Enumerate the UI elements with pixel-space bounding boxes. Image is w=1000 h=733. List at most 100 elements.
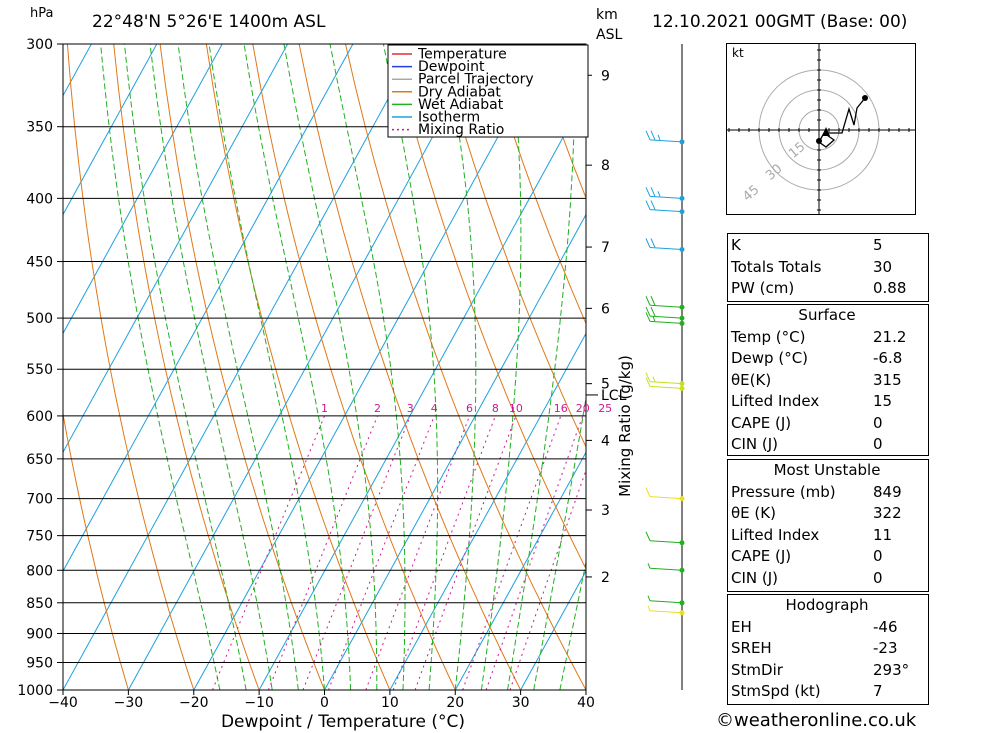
surface-dewp-label: Dewp (°C) (731, 349, 809, 367)
most-unstable-title: Most Unstable (773, 461, 881, 479)
wind-barb-flag (645, 372, 651, 382)
wet-adiabat-line (443, 44, 477, 690)
wind-barb-staff (649, 195, 683, 199)
copyright-symbol: © (716, 710, 734, 731)
legend-entry: Wet Adiabat (418, 97, 504, 113)
wind-barb-half-flag (652, 316, 656, 322)
mixing-ratio-line (462, 415, 562, 690)
pressure-tick-label: 1000 (17, 683, 53, 699)
isotherm-line (63, 44, 354, 573)
index-box-most-unstable (727, 459, 929, 592)
surface-thetae-value: 315 (873, 370, 902, 389)
wet-adiabat-line (507, 44, 576, 690)
height-unit-label-asl: ASL (596, 27, 623, 43)
mu-cape-value: 0 (873, 547, 883, 565)
wind-barb-half-flag (657, 134, 661, 141)
wind-barb-flag (645, 487, 651, 497)
wind-barb (645, 130, 685, 145)
pw-label: PW (cm) (731, 279, 795, 297)
wind-barb-staff (649, 496, 683, 500)
temperature-tick-label: 40 (577, 695, 595, 711)
mixing-ratio-label: 1 (321, 402, 328, 415)
pressure-tick-label: 800 (26, 563, 53, 579)
wind-barb-flag (645, 296, 651, 306)
index-table-hodograph: Hodograph EH -46 SREH -23 StmDir 293° StmSp… (727, 595, 927, 703)
wind-barb-flag (650, 200, 656, 210)
wind-barb-staff (649, 610, 683, 614)
wind-barb (645, 531, 685, 546)
temperature-tick-label: 30 (512, 695, 530, 711)
eh-label: EH (731, 617, 752, 636)
mixing-ratio-label: 8 (492, 402, 499, 415)
totals-totals-label: Totals Totals (731, 257, 822, 276)
wind-barb-staff (649, 567, 683, 571)
wind-barb (647, 563, 685, 573)
pressure-tick-label: 550 (26, 362, 53, 378)
wind-barb (645, 296, 685, 310)
mixing-ratio-line (212, 415, 325, 690)
stmdir-label: StmDir (731, 660, 783, 679)
pressure-tick-label: 300 (26, 37, 53, 53)
surface-cape-label: CAPE (J) (731, 413, 792, 432)
mu-pressure-label: Pressure (mb) (731, 482, 836, 501)
dry-adiabat-line (484, 44, 586, 325)
dry-adiabat-line (298, 44, 522, 690)
pressure-tick-label: 450 (26, 255, 53, 271)
hodograph: kt 15 30 45 (726, 43, 916, 215)
pressure-tick-label: 400 (26, 191, 53, 207)
wind-barb-staff (649, 209, 683, 213)
wind-barb (647, 605, 685, 616)
surface-cin-value: 0 (873, 435, 883, 453)
hodograph-unit-label: kt (732, 46, 744, 60)
height-unit-label: km (596, 7, 618, 23)
isotherm-line (63, 44, 419, 690)
wind-barb-flag (645, 377, 651, 387)
temperature-tick-label: −30 (114, 695, 144, 711)
legend-entry: Dry Adiabat (418, 84, 501, 100)
height-tick-label: 9 (601, 68, 610, 84)
mixing-ratio-label: 6 (466, 402, 473, 415)
stmspd-label: StmSpd (kt) (731, 682, 821, 700)
wind-barb-flag (650, 130, 656, 141)
legend-entry: Temperature (417, 47, 507, 63)
mu-lifted-index-value: 11 (873, 525, 893, 544)
sreh-label: SREH (731, 639, 772, 657)
wind-barb-flag (650, 306, 656, 317)
wind-barb (647, 595, 685, 606)
height-tick-label: 2 (601, 570, 610, 586)
wind-barb-half-flag (647, 563, 651, 569)
pressure-tick-label: 350 (26, 120, 53, 136)
mixing-ratio-line (267, 415, 378, 690)
pressure-tick-label: 900 (26, 626, 53, 642)
k-index-label: K (731, 236, 741, 254)
wind-barb (645, 238, 685, 252)
datetime-title: 12.10.2021 00GMT (Base: 00) (652, 12, 908, 32)
mixing-ratio-label: 10 (509, 402, 523, 415)
wind-barb-staff (649, 381, 683, 385)
mixing-ratio-label: 2 (374, 402, 381, 415)
mu-cin-value: 0 (873, 568, 883, 587)
mixing-ratio-label: 16 (554, 402, 568, 415)
mixing-ratio-line (302, 415, 411, 690)
height-tick-label: 8 (601, 158, 610, 174)
site-name: weatheronline.co.uk (734, 710, 917, 731)
pw-value: 0.88 (873, 279, 907, 297)
dry-adiabat-line (994, 44, 1000, 690)
height-tick-label: 7 (601, 240, 610, 256)
lcl-label: LCL (601, 388, 627, 404)
surface-dewp-value: -6.8 (873, 349, 903, 367)
temperature-tick-label: −40 (48, 695, 78, 711)
wet-adiabat-line (177, 44, 299, 690)
isotherm-line (454, 451, 586, 690)
eh-value: -46 (873, 617, 898, 636)
wind-barb-staff (649, 540, 683, 544)
index-box-hodograph (727, 594, 929, 705)
wet-adiabat-line (329, 44, 406, 690)
legend-entry: Parcel Trajectory (418, 72, 534, 88)
index-box-top (727, 233, 929, 302)
wet-adiabat-line (585, 687, 586, 690)
pressure-tick-label: 850 (26, 596, 53, 612)
height-tick-label: 6 (601, 301, 610, 317)
